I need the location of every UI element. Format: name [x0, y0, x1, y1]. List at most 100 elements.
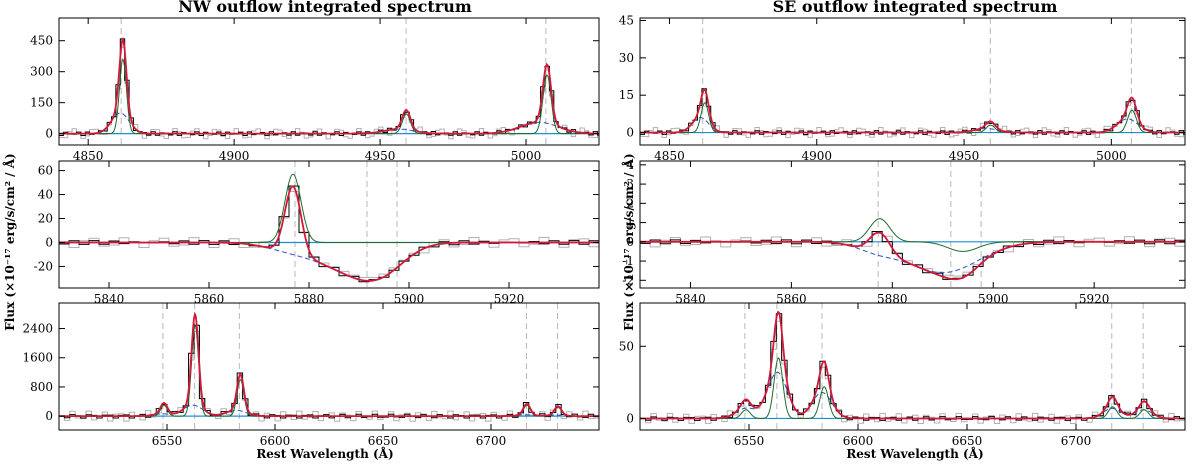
x-tick-label: 5840 [675, 292, 706, 306]
x-tick-label: 4850 [73, 149, 104, 163]
x-tick-label: 5900 [978, 292, 1009, 306]
y-tick-label: 30 [619, 51, 634, 65]
spectrum-observed [59, 324, 599, 419]
fit-broad-component [59, 242, 599, 282]
panel-frame [58, 17, 600, 146]
spectrum-secondary [640, 232, 1185, 277]
panel-frame [58, 160, 600, 289]
panel-frame [639, 302, 1186, 431]
fit-narrow-component [59, 57, 599, 135]
panel-se-hei: 5840 5860 5880 5900 5920 -2 -1 0 1 2 3 4 [622, 158, 1186, 306]
y-tick-label: 300 [30, 65, 53, 79]
plot-area-se-halpha [640, 303, 1185, 430]
spectrum-observed [59, 38, 599, 136]
x-tick-label: 5880 [877, 292, 908, 306]
y-tick-label: 15 [619, 88, 634, 102]
fit-total [640, 88, 1185, 134]
y-tick-label: 2400 [22, 322, 53, 336]
y-tick-label: -1 [622, 254, 634, 268]
se-x-axis-label: Rest Wavelength (Å) [846, 446, 983, 461]
spectrum-observed [640, 231, 1185, 280]
plot-area-nw-hei [59, 161, 599, 288]
x-tick-label: 5920 [494, 292, 525, 306]
se-y-axis-label: Flux (×10⁻¹⁷ erg/s/cm² / Å) [621, 153, 636, 330]
spectrum-secondary [59, 331, 599, 422]
x-tick-label: 4950 [949, 149, 980, 163]
fit-total [59, 36, 599, 135]
y-tick-label: -2 [622, 273, 634, 287]
fit-total [640, 231, 1185, 281]
fit-broad-component [640, 117, 1185, 133]
y-tick-label: 1600 [22, 351, 53, 365]
panel-nw-hei: 5840 5860 5880 5900 5920 -20 0 20 40 60 [34, 160, 600, 306]
x-tick-label: 4900 [219, 149, 250, 163]
spectrum-observed [640, 88, 1185, 135]
y-tick-label: 0 [626, 126, 634, 140]
panel-frame [639, 17, 1186, 146]
x-tick-label: 5840 [94, 292, 125, 306]
panel-se-oiii: 4850 4900 4950 5000 0 15 30 45 [619, 13, 1186, 163]
fit-broad-component [59, 112, 599, 135]
fit-narrow-component [59, 173, 599, 243]
spectrum-observed [59, 185, 599, 283]
x-tick-label: 6550 [152, 434, 183, 448]
nw-panel-title: NW outflow integrated spectrum [178, 0, 472, 16]
x-tick-label: 5000 [511, 149, 542, 163]
y-tick-label: 0 [45, 409, 53, 423]
fit-total [59, 185, 599, 282]
fit-narrow-component [640, 102, 1185, 133]
panel-nw-halpha: 6550 6600 6650 6700 0 800 1600 2400 [22, 302, 600, 448]
panel-se-halpha: 6550 6600 6650 6700 0 50 [619, 302, 1186, 448]
x-tick-label: 5860 [194, 292, 225, 306]
fit-narrow-component [59, 323, 599, 417]
x-tick-label: 6700 [476, 434, 507, 448]
y-tick-label: 60 [38, 164, 53, 178]
y-tick-label: 0 [626, 411, 634, 425]
plot-area-se-oiii [640, 18, 1185, 145]
y-tick-label: 4 [626, 158, 634, 172]
nw-x-axis-label: Rest Wavelength (Å) [256, 446, 393, 461]
y-tick-label: 3 [626, 177, 634, 191]
x-tick-label: 5000 [1096, 149, 1127, 163]
plot-area-nw-halpha [59, 303, 599, 430]
y-tick-label: 40 [38, 188, 53, 202]
x-tick-label: 5900 [394, 292, 425, 306]
plot-area-se-hei [640, 161, 1185, 288]
spectrum-secondary [640, 320, 1185, 424]
fit-total [59, 311, 599, 417]
panel-nw-oiii: 4850 4900 4950 5000 0 150 300 450 [30, 17, 600, 163]
x-tick-label: 6600 [843, 434, 874, 448]
x-tick-label: 5860 [776, 292, 807, 306]
y-tick-label: 2 [626, 196, 634, 210]
y-tick-label: 50 [619, 339, 634, 353]
x-tick-label: 6600 [260, 434, 291, 448]
y-tick-label: 45 [619, 13, 634, 27]
plot-area-nw-oiii [59, 18, 599, 145]
panel-frame [58, 302, 600, 431]
y-tick-label: 20 [38, 212, 53, 226]
y-tick-label: 0 [45, 127, 53, 141]
y-tick-label: 450 [30, 34, 53, 48]
x-tick-label: 6650 [952, 434, 983, 448]
y-tick-label: 150 [30, 96, 53, 110]
x-tick-label: 4950 [365, 149, 396, 163]
y-tick-label: -20 [34, 259, 53, 273]
x-tick-label: 6650 [368, 434, 399, 448]
x-tick-label: 6700 [1061, 434, 1092, 448]
y-tick-label: 1 [626, 216, 634, 230]
nw-y-axis-label: Flux (×10⁻¹⁷ erg/s/cm² / Å) [2, 153, 17, 330]
y-tick-label: 0 [45, 235, 53, 249]
x-tick-label: 6550 [734, 434, 765, 448]
y-tick-label: 800 [30, 380, 53, 394]
se-panel-title: SE outflow integrated spectrum [773, 0, 1058, 16]
panel-frame [639, 160, 1186, 289]
x-tick-label: 5880 [294, 292, 325, 306]
x-tick-label: 4900 [801, 149, 832, 163]
x-tick-label: 5920 [1079, 292, 1110, 306]
y-tick-label: 0 [626, 235, 634, 249]
fit-total [640, 310, 1185, 420]
x-tick-label: 4850 [654, 149, 685, 163]
spectrum-secondary [59, 191, 599, 278]
